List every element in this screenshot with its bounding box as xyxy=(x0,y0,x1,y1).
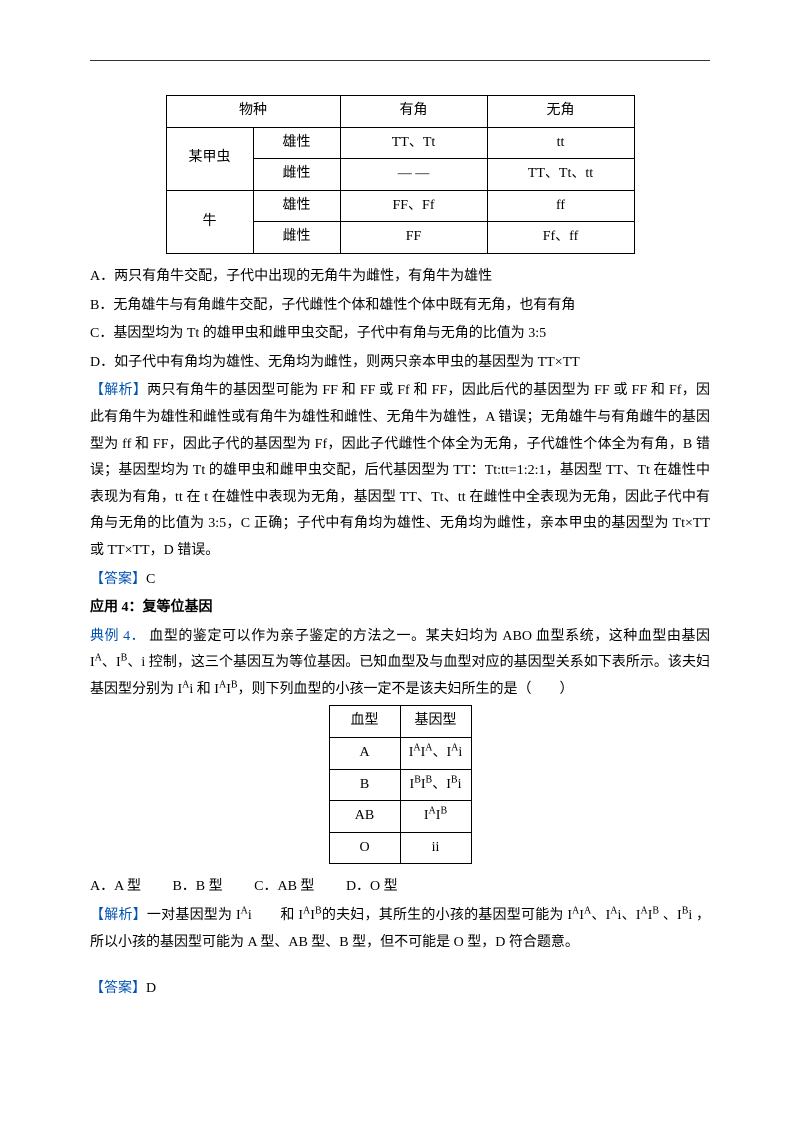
sup-a: A xyxy=(241,905,248,916)
td-sex: 雌性 xyxy=(253,222,340,254)
table-row: O ii xyxy=(329,832,471,864)
option-b: B．无角雄牛与有角雌牛交配，子代雌性个体和雄性个体中既有无角，也有有角 xyxy=(90,293,710,320)
gene-sup: B xyxy=(440,806,447,817)
sup-a: A xyxy=(641,905,648,916)
td-type: B xyxy=(329,769,400,801)
example-label: 典例 4． xyxy=(90,629,145,644)
td-genotype: IBIB、IBi xyxy=(400,769,471,801)
a2-t4: 的夫妇，其所生的小孩的基因型可能为 I xyxy=(322,908,572,923)
td-horned: FF、Ff xyxy=(340,190,487,222)
mcq-b: B．B 型 xyxy=(172,879,222,894)
a2-t7: i、I xyxy=(618,908,641,923)
table-row: A IAIA、IAi xyxy=(329,738,471,770)
answer2-value: D xyxy=(146,981,156,996)
sup-a: A xyxy=(610,905,617,916)
td-species-cattle: 牛 xyxy=(166,190,253,253)
table-header-row: 血型 基因型 xyxy=(329,706,471,738)
td-hornless: tt xyxy=(487,127,634,159)
mcq-d: D．O 型 xyxy=(346,879,398,894)
table-row: B IBIB、IBi xyxy=(329,769,471,801)
td-genotype: IAIA、IAi xyxy=(400,738,471,770)
analysis2-block: 【解析】一对基因型为 IAi 和 IAIB的夫妇，其所生的小孩的基因型可能为 I… xyxy=(90,903,710,956)
example-stem: 典例 4． 血型的鉴定可以作为亲子鉴定的方法之一。某夫妇均为 ABO 血型系统，… xyxy=(90,624,710,704)
th-horned: 有角 xyxy=(340,96,487,128)
td-type: O xyxy=(329,832,400,864)
a2-t9: 、I xyxy=(659,908,682,923)
a2-t1: 一对基因型为 I xyxy=(147,908,241,923)
td-species-beetle: 某甲虫 xyxy=(166,127,253,190)
gene: i xyxy=(458,777,462,792)
mcq-options: A．A 型 B．B 型 C．AB 型 D．O 型 xyxy=(90,874,710,901)
table-header-row: 物种 有角 无角 xyxy=(166,96,634,128)
analysis-label: 【解析】 xyxy=(90,383,147,398)
blood-type-table: 血型 基因型 A IAIA、IAi B IBIB、IBi AB IAIB O i… xyxy=(329,705,472,864)
td-horned: FF xyxy=(340,222,487,254)
mcq-c: C．AB 型 xyxy=(254,879,314,894)
td-hornless: TT、Tt、tt xyxy=(487,159,634,191)
gene-sup: A xyxy=(413,742,420,753)
answer-label: 【答案】 xyxy=(90,572,146,587)
option-d: D．如子代中有角均为雄性、无角均为雌性，则两只亲本甲虫的基因型为 TT×TT xyxy=(90,350,710,377)
gene-sup: B xyxy=(451,774,458,785)
table-row: 牛 雄性 FF、Ff ff xyxy=(166,190,634,222)
gene-sup: A xyxy=(425,742,432,753)
section-heading: 应用 4：复等位基因 xyxy=(90,595,710,622)
sup-b: B xyxy=(315,905,322,916)
option-c: C．基因型均为 Tt 的雄甲虫和雌甲虫交配，子代中有角与无角的比值为 3:5 xyxy=(90,321,710,348)
th-species: 物种 xyxy=(166,96,340,128)
top-rule xyxy=(90,60,710,61)
answer-value: C xyxy=(146,572,155,587)
table-row: 某甲虫 雄性 TT、Tt tt xyxy=(166,127,634,159)
table-row: AB IAIB xyxy=(329,801,471,833)
sup-b: B xyxy=(231,679,238,690)
sep: 、 xyxy=(432,777,446,792)
td-horned: — — xyxy=(340,159,487,191)
a2-t2: i 和 I xyxy=(248,908,303,923)
species-horn-table: 物种 有角 无角 某甲虫 雄性 TT、Tt tt 雌性 — — TT、Tt、tt… xyxy=(166,95,635,254)
analysis-block: 【解析】两只有角牛的基因型可能为 FF 和 FF 或 Ff 和 FF，因此后代的… xyxy=(90,378,710,564)
mcq-a: A．A 型 xyxy=(90,879,141,894)
td-sex: 雄性 xyxy=(253,190,340,222)
sep: 、 xyxy=(433,745,447,760)
example-text-6: ，则下列血型的小孩一定不是该夫妇所生的是（ ） xyxy=(238,682,574,697)
gene: i xyxy=(458,745,462,760)
answer2-label: 【答案】 xyxy=(90,981,146,996)
example-text-4: i 和 I xyxy=(189,682,219,697)
analysis-text: 两只有角牛的基因型可能为 FF 和 FF 或 Ff 和 FF，因此后代的基因型为… xyxy=(90,383,710,558)
td-genotype: ii xyxy=(400,832,471,864)
answer-block: 【答案】C xyxy=(90,567,710,594)
sup-a: A xyxy=(95,653,102,664)
analysis2-label: 【解析】 xyxy=(90,908,147,923)
td-genotype: IAIB xyxy=(400,801,471,833)
th-bloodtype: 血型 xyxy=(329,706,400,738)
th-genotype: 基因型 xyxy=(400,706,471,738)
example-text-2: 、I xyxy=(102,655,121,670)
th-hornless: 无角 xyxy=(487,96,634,128)
td-hornless: ff xyxy=(487,190,634,222)
answer2-block: 【答案】D xyxy=(90,976,710,1003)
option-a: A．两只有角牛交配，子代中出现的无角牛为雌性，有角牛为雄性 xyxy=(90,264,710,291)
td-type: AB xyxy=(329,801,400,833)
td-hornless: Ff、ff xyxy=(487,222,634,254)
gene-sup: B xyxy=(414,774,421,785)
td-horned: TT、Tt xyxy=(340,127,487,159)
td-type: A xyxy=(329,738,400,770)
td-sex: 雄性 xyxy=(253,127,340,159)
a2-t6: 、I xyxy=(591,908,610,923)
td-sex: 雌性 xyxy=(253,159,340,191)
gene-sup: A xyxy=(429,806,436,817)
